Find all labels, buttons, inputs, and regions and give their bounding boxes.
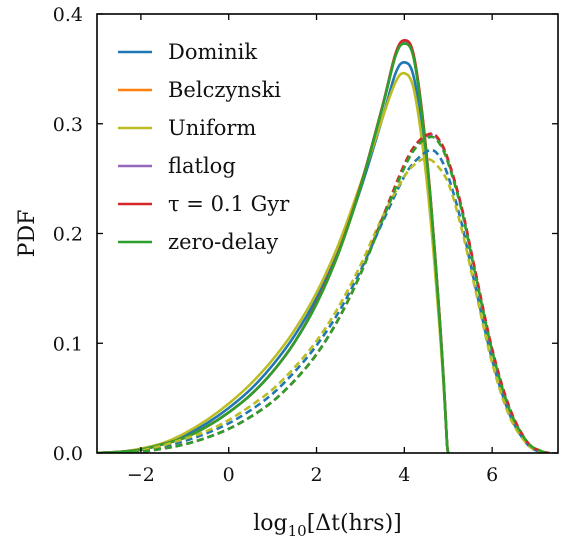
legend-item-dominik: Dominik xyxy=(118,40,257,64)
series-line-uniform-dashed xyxy=(131,157,550,453)
series-line-flatlog-dashed xyxy=(131,133,550,453)
series-line-zero-delay-dashed xyxy=(131,135,550,453)
legend-label: τ = 0.1 Gyr xyxy=(168,192,290,216)
y-tick-label: 0.0 xyxy=(53,443,83,465)
x-axis-label: log10[Δt(hrs)] xyxy=(253,511,402,540)
legend-label: zero-delay xyxy=(168,230,278,254)
x-tick-label: 4 xyxy=(398,464,410,486)
legend-item-belczynski: Belczynski xyxy=(118,78,281,102)
plot-frame xyxy=(96,13,559,454)
legend-label: Belczynski xyxy=(168,78,281,102)
x-tick-label: −2 xyxy=(127,464,155,486)
y-axis-label: PDF xyxy=(15,210,40,258)
x-tick-label: 6 xyxy=(486,464,498,486)
legend-label: flatlog xyxy=(168,154,236,178)
series-line-0-1-gyr-dashed xyxy=(131,132,550,453)
legend-label: Uniform xyxy=(168,116,256,140)
series-line-zero-delay-solid xyxy=(97,42,450,453)
legend-item-flatlog: flatlog xyxy=(118,154,236,178)
x-tick-label: 2 xyxy=(310,464,322,486)
y-tick-label: 0.4 xyxy=(53,4,83,26)
y-tick-label: 0.3 xyxy=(53,114,83,136)
legend: Dominik Belczynski Uniform flatlog τ = 0.1 G… xyxy=(118,40,290,254)
series-line-belczynski-dashed xyxy=(131,133,550,453)
legend-label: Dominik xyxy=(168,40,257,64)
y-tick-label: 0.2 xyxy=(53,224,83,246)
ticks-layer: −2 0 2 4 6 0.0 0.1 0.2 0.3 0.4 xyxy=(53,4,558,486)
series-layer xyxy=(97,39,550,453)
y-tick-label: 0.1 xyxy=(53,333,83,355)
legend-item-zero-delay: zero-delay xyxy=(118,230,278,254)
legend-item-0-1-gyr: τ = 0.1 Gyr xyxy=(118,192,290,216)
x-tick-label: 0 xyxy=(223,464,235,486)
series-line-uniform-solid xyxy=(97,71,450,453)
legend-item-uniform: Uniform xyxy=(118,116,256,140)
